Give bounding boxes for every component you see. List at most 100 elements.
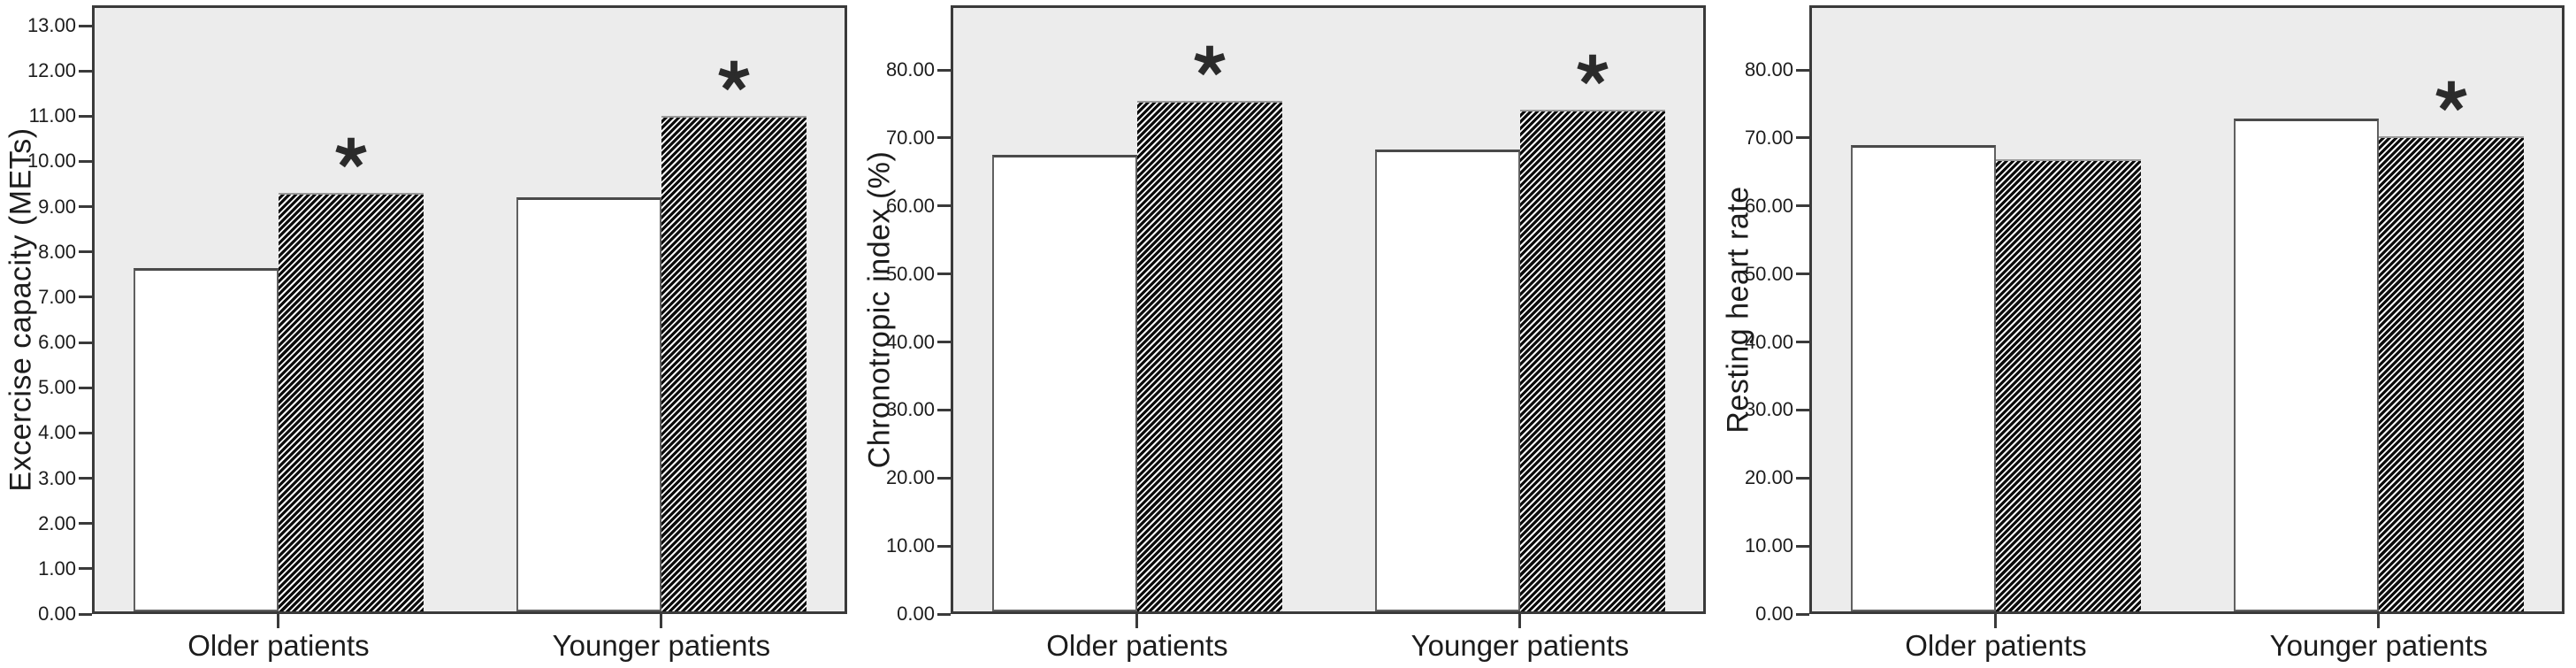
y-axis-tick-label: 7.00 — [38, 285, 76, 308]
y-axis-tick — [79, 24, 92, 27]
y-axis-tick-label: 10.00 — [1744, 534, 1793, 557]
category-tick — [660, 614, 663, 628]
y-axis-tick — [1796, 68, 1809, 72]
bar-hatched-older — [1136, 100, 1282, 611]
y-axis-tick-label: 1.00 — [38, 557, 76, 580]
y-axis-tick — [79, 612, 92, 616]
asterisk-glyph — [1194, 45, 1226, 75]
y-axis-tick — [937, 408, 951, 411]
y-axis-tick — [79, 386, 92, 389]
bar-white-older — [133, 267, 279, 611]
chart-panel-chronotropic-index: 0.00 10.00 20.00 30.00 40.00 50.00 60.00 70.00 8… — [859, 0, 1717, 668]
bar-white-older — [1850, 144, 1996, 611]
y-axis-tick-label: 0.00 — [38, 603, 76, 625]
y-axis-tick — [79, 205, 92, 209]
y-axis-tick — [1796, 408, 1809, 411]
y-axis-tick — [79, 114, 92, 118]
y-axis-tick — [79, 296, 92, 299]
y-axis-tick-label: 60.00 — [1744, 194, 1793, 217]
y-axis-tick-label: 8.00 — [38, 240, 76, 263]
y-axis-tick — [79, 522, 92, 526]
bar-hatched-older — [278, 193, 424, 611]
category-label: Older patients — [1046, 629, 1228, 662]
y-axis-tick — [1796, 476, 1809, 480]
category-label: Younger patients — [2269, 629, 2488, 662]
y-axis-tick — [79, 431, 92, 434]
y-axis-tick — [937, 612, 951, 616]
y-axis-tick-label: 10.00 — [27, 150, 76, 173]
asterisk-glyph — [335, 138, 367, 168]
y-axis-tick-label: 13.00 — [27, 14, 76, 37]
y-axis-tick — [79, 69, 92, 73]
chart-panel-resting-heart-rate: 0.00 10.00 20.00 30.00 40.00 50.00 60.00 70.00 8… — [1717, 0, 2576, 668]
significance-asterisk — [334, 136, 368, 170]
y-axis-tick-label: 50.00 — [885, 262, 935, 285]
bar-white-younger — [1374, 149, 1520, 611]
y-axis-tick — [1796, 204, 1809, 208]
y-axis-tick — [79, 567, 92, 571]
y-axis-tick-label: 10.00 — [885, 534, 935, 557]
asterisk-glyph — [1577, 55, 1609, 85]
y-axis-tick — [937, 476, 951, 480]
y-axis-tick-label: 30.00 — [885, 398, 935, 421]
y-axis-tick-label: 40.00 — [1744, 330, 1793, 353]
category-tick — [1994, 614, 1998, 628]
y-axis-tick — [1796, 612, 1809, 616]
y-axis-tick — [937, 68, 951, 72]
y-axis-tick-label: 11.00 — [28, 104, 76, 127]
significance-asterisk — [1193, 44, 1227, 78]
y-axis-tick — [1796, 136, 1809, 140]
y-axis-title: Excercise capacity (METs) — [4, 127, 38, 492]
y-axis-tick-label: 6.00 — [38, 331, 76, 354]
y-axis-tick-label: 80.00 — [1744, 58, 1793, 81]
y-axis-tick-label: 5.00 — [38, 376, 76, 399]
y-axis-tick — [937, 204, 951, 208]
y-axis-tick-label: 70.00 — [885, 126, 935, 149]
y-axis-tick-label: 20.00 — [1744, 466, 1793, 489]
y-axis-tick-label: 50.00 — [1744, 262, 1793, 285]
asterisk-glyph — [2435, 81, 2467, 111]
category-label: Older patients — [1905, 629, 2087, 662]
bar-white-older — [991, 155, 1137, 611]
y-axis-tick-label: 70.00 — [1744, 126, 1793, 149]
y-axis-tick — [79, 159, 92, 163]
y-axis-title: Resting heart rate — [1721, 186, 1755, 434]
significance-asterisk — [2435, 80, 2468, 113]
bar-white-younger — [516, 197, 661, 611]
y-axis-tick — [937, 273, 951, 276]
bar-white-younger — [2233, 119, 2379, 611]
category-label: Younger patients — [552, 629, 771, 662]
y-axis-tick-label: 0.00 — [897, 603, 935, 625]
y-axis-tick — [79, 341, 92, 344]
y-axis-tick-label: 3.00 — [38, 466, 76, 489]
y-axis-tick — [1796, 544, 1809, 548]
y-axis-tick-label: 80.00 — [885, 58, 935, 81]
bar-hatched-younger — [661, 116, 806, 611]
y-axis-tick-label: 2.00 — [38, 511, 76, 534]
y-axis-tick-label: 60.00 — [885, 194, 935, 217]
y-axis-tick — [1796, 341, 1809, 343]
y-axis-tick — [1796, 273, 1809, 276]
significance-asterisk — [1576, 53, 1609, 87]
y-axis-tick-label: 30.00 — [1744, 398, 1793, 421]
bar-hatched-younger — [2378, 135, 2524, 611]
asterisk-glyph — [718, 61, 750, 91]
y-axis-tick-label: 9.00 — [38, 195, 76, 218]
category-label: Younger patients — [1410, 629, 1630, 662]
category-label: Older patients — [187, 629, 370, 662]
y-axis-title: Chronotropic index (%) — [862, 150, 897, 469]
bar-hatched-younger — [1519, 110, 1665, 611]
category-tick — [2377, 614, 2381, 628]
y-axis-tick-label: 0.00 — [1755, 603, 1793, 625]
y-axis-tick-label: 20.00 — [885, 466, 935, 489]
y-axis-tick-label: 12.00 — [27, 59, 76, 82]
y-axis-tick — [937, 136, 951, 140]
y-axis-tick — [937, 544, 951, 548]
category-tick — [277, 614, 280, 628]
y-axis-tick — [79, 250, 92, 254]
category-tick — [1518, 614, 1522, 628]
significance-asterisk — [717, 59, 751, 93]
bar-hatched-older — [1995, 159, 2141, 611]
y-axis-tick — [79, 477, 92, 480]
